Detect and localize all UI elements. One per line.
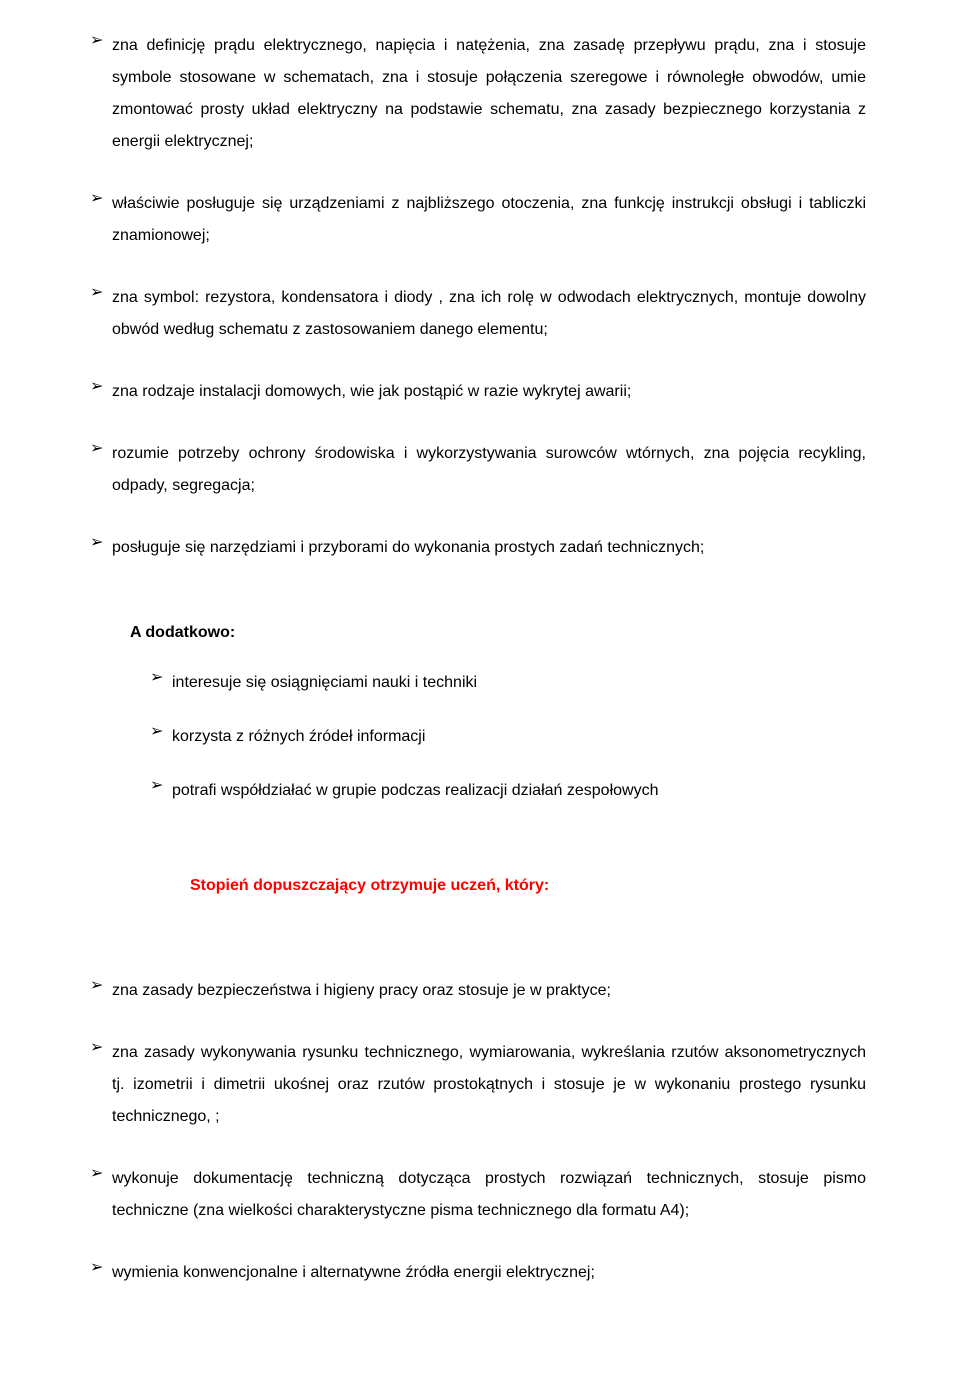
list-item-text: interesuje się osiągnięciami nauki i tec… — [172, 667, 866, 699]
list-item: ➢interesuje się osiągnięciami nauki i te… — [150, 667, 870, 699]
list-item: ➢rozumie potrzeby ochrony środowiska i w… — [90, 438, 870, 502]
list-item-text: zna rodzaje instalacji domowych, wie jak… — [112, 376, 866, 408]
additional-heading: A dodatkowo: — [130, 624, 870, 642]
list-item-text: zna zasady wykonywania rysunku techniczn… — [112, 1037, 866, 1133]
list-item-text: posługuje się narzędziami i przyborami d… — [112, 532, 866, 564]
bullet-icon: ➢ — [90, 30, 112, 50]
list-item-text: rozumie potrzeby ochrony środowiska i wy… — [112, 438, 866, 502]
additional-list: ➢interesuje się osiągnięciami nauki i te… — [150, 667, 870, 807]
bullet-icon: ➢ — [150, 775, 172, 795]
list-item-text: korzysta z różnych źródeł informacji — [172, 721, 866, 753]
list-item: ➢korzysta z różnych źródeł informacji — [150, 721, 870, 753]
list-item-text: właściwie posługuje się urządzeniami z n… — [112, 188, 866, 252]
bullet-icon: ➢ — [90, 1163, 112, 1183]
list-item: ➢zna zasady wykonywania rysunku technicz… — [90, 1037, 870, 1133]
list-item: ➢wymienia konwencjonalne i alternatywne … — [90, 1257, 870, 1289]
red-heading: Stopień dopuszczający otrzymuje uczeń, k… — [190, 877, 870, 895]
bullet-icon: ➢ — [90, 188, 112, 208]
list-item: ➢zna zasady bezpieczeństwa i higieny pra… — [90, 975, 870, 1007]
bullet-icon: ➢ — [90, 532, 112, 552]
list-item: ➢zna definicję prądu elektrycznego, napi… — [90, 30, 870, 158]
main-list: ➢zna definicję prądu elektrycznego, napi… — [90, 30, 870, 564]
list-item-text: potrafi współdziałać w grupie podczas re… — [172, 775, 866, 807]
list-item: ➢wykonuje dokumentację techniczną dotycz… — [90, 1163, 870, 1227]
list-item-text: zna definicję prądu elektrycznego, napię… — [112, 30, 866, 158]
list-item: ➢posługuje się narzędziami i przyborami … — [90, 532, 870, 564]
list-item: ➢właściwie posługuje się urządzeniami z … — [90, 188, 870, 252]
bullet-icon: ➢ — [90, 1257, 112, 1277]
list-item-text: wymienia konwencjonalne i alternatywne ź… — [112, 1257, 866, 1289]
bullet-icon: ➢ — [90, 975, 112, 995]
bullet-icon: ➢ — [90, 1037, 112, 1057]
bullet-icon: ➢ — [150, 721, 172, 741]
list-item-text: zna symbol: rezystora, kondensatora i di… — [112, 282, 866, 346]
list-item: ➢zna symbol: rezystora, kondensatora i d… — [90, 282, 870, 346]
list-item: ➢potrafi współdziałać w grupie podczas r… — [150, 775, 870, 807]
list-item: ➢zna rodzaje instalacji domowych, wie ja… — [90, 376, 870, 408]
bullet-icon: ➢ — [90, 282, 112, 302]
list-item-text: zna zasady bezpieczeństwa i higieny prac… — [112, 975, 866, 1007]
list-item-text: wykonuje dokumentację techniczną dotyczą… — [112, 1163, 866, 1227]
bullet-icon: ➢ — [90, 376, 112, 396]
bullet-icon: ➢ — [90, 438, 112, 458]
bullet-icon: ➢ — [150, 667, 172, 687]
second-list: ➢zna zasady bezpieczeństwa i higieny pra… — [90, 975, 870, 1289]
